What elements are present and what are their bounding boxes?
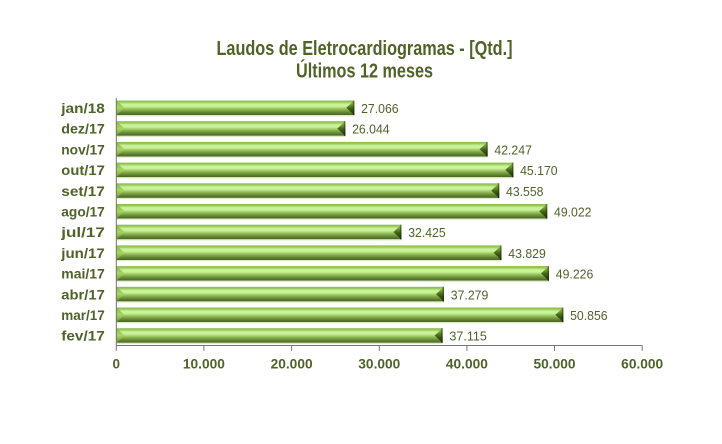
svg-text:out/17: out/17 [61, 163, 105, 178]
svg-text:mai/17: mai/17 [61, 267, 105, 282]
svg-text:jun/17: jun/17 [60, 246, 105, 261]
svg-text:Laudos de Eletrocardiogramas -: Laudos de Eletrocardiogramas - [Qtd.] [217, 38, 513, 60]
svg-text:40.000: 40.000 [446, 357, 488, 372]
svg-text:37.115: 37.115 [449, 329, 487, 344]
svg-text:jul/17: jul/17 [60, 225, 105, 240]
svg-text:49.226: 49.226 [556, 267, 594, 282]
svg-text:42.247: 42.247 [494, 142, 532, 157]
svg-text:30.000: 30.000 [358, 357, 400, 372]
svg-text:60.000: 60.000 [621, 357, 663, 372]
svg-text:45.170: 45.170 [520, 163, 558, 178]
svg-text:49.022: 49.022 [554, 205, 592, 220]
svg-text:mar/17: mar/17 [61, 308, 105, 323]
svg-text:26.044: 26.044 [352, 122, 390, 137]
svg-text:32.425: 32.425 [408, 225, 446, 240]
svg-text:Últimos 12 meses: Últimos 12 meses [296, 59, 433, 83]
svg-text:ago/17: ago/17 [61, 205, 105, 220]
svg-text:nov/17: nov/17 [61, 142, 105, 157]
svg-text:0: 0 [113, 357, 121, 372]
svg-text:27.066: 27.066 [361, 101, 399, 116]
svg-text:50.000: 50.000 [534, 357, 576, 372]
svg-text:dez/17: dez/17 [61, 122, 105, 137]
svg-text:50.856: 50.856 [570, 308, 608, 323]
svg-text:43.558: 43.558 [506, 184, 544, 199]
svg-text:set/17: set/17 [61, 184, 105, 199]
svg-text:10.000: 10.000 [183, 357, 225, 372]
svg-text:fev/17: fev/17 [61, 329, 105, 344]
svg-text:20.000: 20.000 [271, 357, 313, 372]
svg-text:jan/18: jan/18 [60, 101, 105, 116]
svg-text:37.279: 37.279 [451, 287, 489, 302]
svg-text:abr/17: abr/17 [61, 287, 105, 302]
svg-text:43.829: 43.829 [508, 246, 546, 261]
